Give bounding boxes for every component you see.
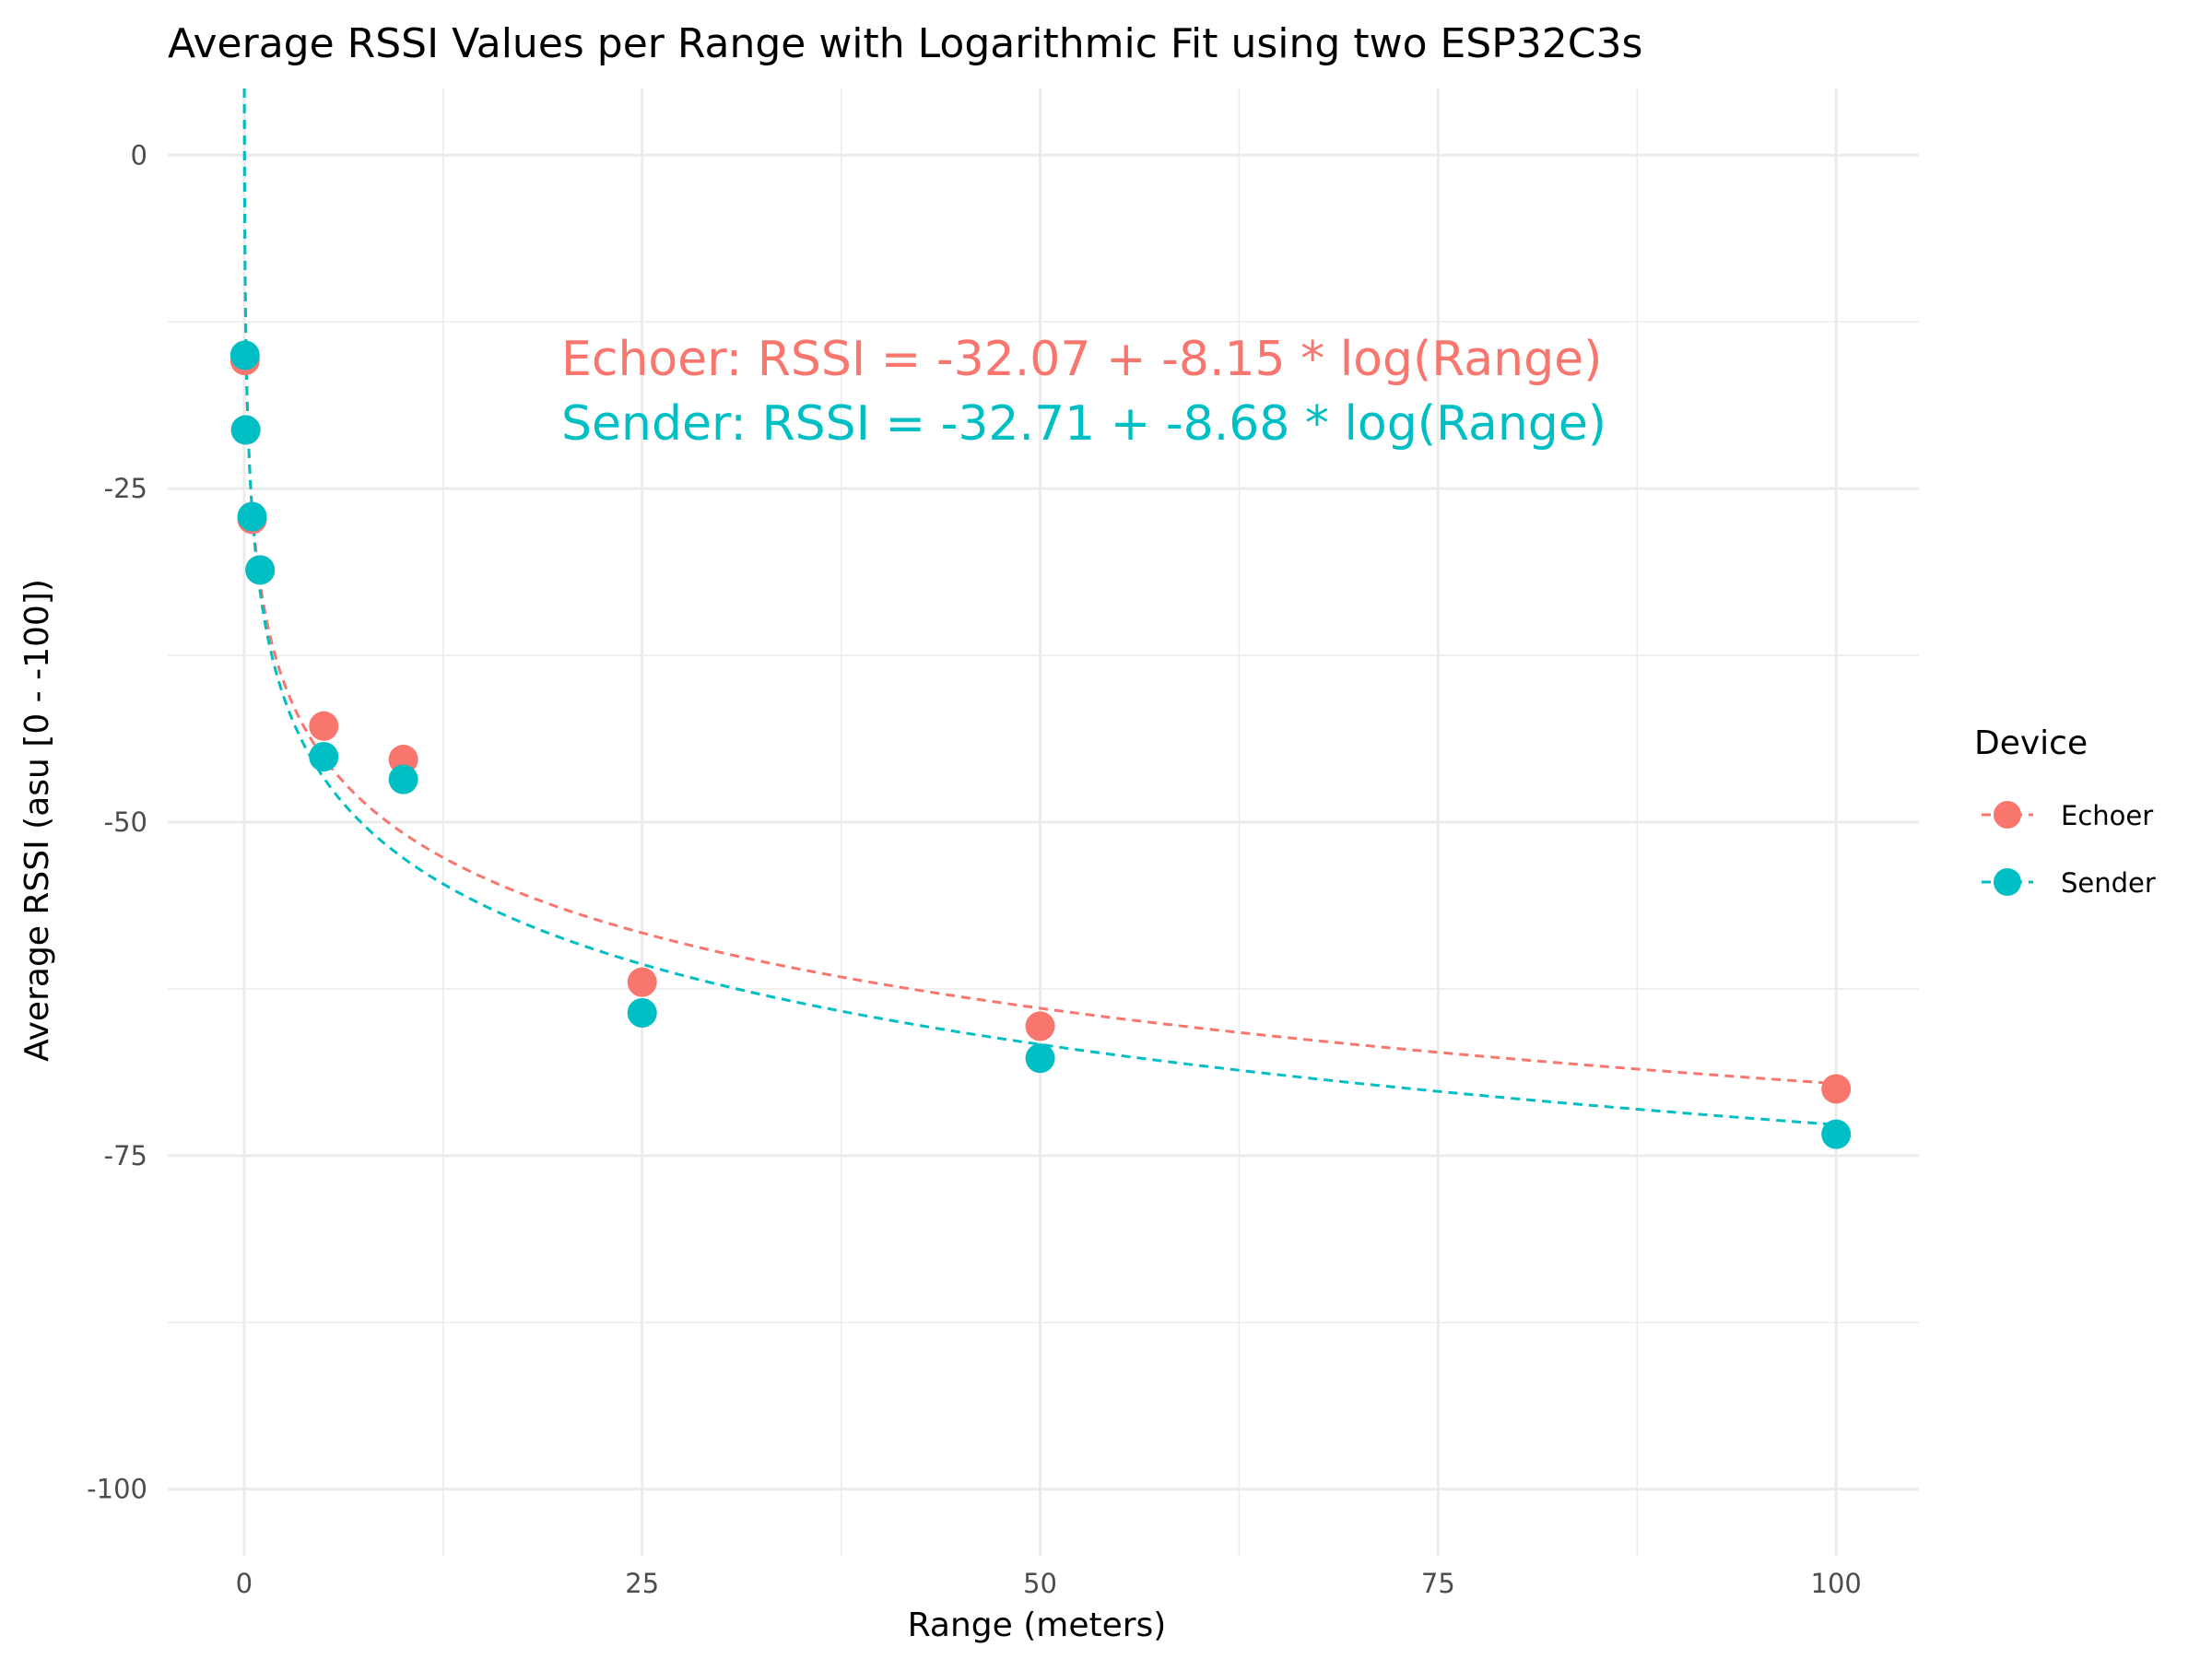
- data-point-echoer: [627, 967, 657, 997]
- data-point-sender: [1821, 1119, 1852, 1149]
- grid-lines: [168, 88, 1919, 1556]
- annotation-sender: Sender: RSSI = -32.71 + -8.68 * log(Rang…: [561, 396, 1606, 452]
- data-point-echoer: [1025, 1011, 1055, 1041]
- y-axis-title: Average RSSI (asu [0 - -100]): [18, 579, 56, 1062]
- y-tick-label: -25: [104, 473, 147, 504]
- legend-marker-sender: [1994, 868, 2021, 896]
- x-tick-label: 0: [236, 1568, 253, 1599]
- data-point-sender: [309, 742, 339, 772]
- y-tick-label: -100: [87, 1474, 147, 1505]
- annotation-echoer: Echoer: RSSI = -32.07 + -8.15 * log(Rang…: [561, 332, 1602, 387]
- data-point-sender: [230, 415, 261, 445]
- legend-marker-echoer: [1994, 801, 2021, 829]
- data-point-echoer: [309, 711, 339, 741]
- legend-title: Device: [1974, 724, 2088, 762]
- tick-labels: 0 25 50 75 100 0 -25 -50 -75 -100: [87, 139, 1862, 1599]
- x-axis-title: Range (meters): [908, 1606, 1167, 1644]
- data-points: [229, 340, 1852, 1149]
- legend-item-sender: Sender: [1982, 867, 2156, 899]
- legend: Device Echoer Sender: [1974, 724, 2156, 899]
- data-point-sender: [388, 764, 418, 794]
- x-tick-label: 75: [1421, 1568, 1455, 1599]
- chart-title: Average RSSI Values per Range with Logar…: [168, 20, 1642, 67]
- x-tick-label: 25: [625, 1568, 659, 1599]
- data-point-sender: [627, 997, 657, 1028]
- legend-label-echoer: Echoer: [2061, 800, 2153, 831]
- data-point-echoer: [1821, 1074, 1852, 1104]
- data-point-sender: [245, 555, 276, 585]
- x-tick-label: 50: [1023, 1568, 1057, 1599]
- x-tick-label: 100: [1811, 1568, 1862, 1599]
- y-tick-label: 0: [131, 139, 147, 171]
- data-point-sender: [237, 501, 267, 532]
- fit-line-sender: [242, 88, 1837, 1126]
- fit-lines: [242, 88, 1837, 1126]
- y-tick-label: -50: [104, 806, 147, 838]
- data-point-sender: [1025, 1043, 1055, 1074]
- y-tick-label: -75: [104, 1140, 147, 1171]
- data-point-sender: [229, 340, 260, 371]
- legend-item-echoer: Echoer: [1982, 800, 2153, 831]
- legend-label-sender: Sender: [2061, 867, 2156, 899]
